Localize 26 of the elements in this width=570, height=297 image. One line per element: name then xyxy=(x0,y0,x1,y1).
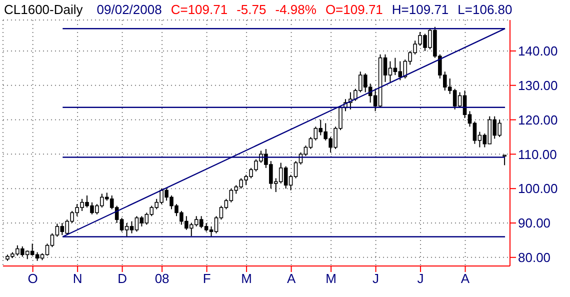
x-tick-label: F xyxy=(202,271,211,286)
text: H=109.71 xyxy=(392,2,449,17)
x-tick-label: M xyxy=(326,271,336,286)
y-tick-label: 130.00 xyxy=(518,78,558,93)
x-tick-label: N xyxy=(72,271,82,286)
y-tick-label: 90.00 xyxy=(518,216,551,231)
x-tick-label: 08 xyxy=(154,271,170,286)
chart-subtitle: 09/02/2008 xyxy=(96,2,162,17)
x-tick-label: D xyxy=(118,271,127,286)
chart-title: CL1600-Daily xyxy=(4,2,83,17)
y-tick-label: 80.00 xyxy=(518,250,551,266)
x-tick-label: M xyxy=(241,271,252,286)
text: O=109.71 xyxy=(325,2,383,17)
x-tick-label: A xyxy=(460,271,470,286)
x-tick-label: A xyxy=(286,271,296,286)
x-tick-label: J xyxy=(372,271,380,286)
x-tick-label: O xyxy=(28,271,38,286)
text: L=106.80 xyxy=(458,2,512,17)
y-tick-label: 140.00 xyxy=(518,44,558,59)
text: -5.75 xyxy=(236,2,266,17)
x-tick-label: J xyxy=(417,271,424,286)
y-tick-label: 120.00 xyxy=(518,112,558,128)
y-tick-label: 110.00 xyxy=(518,146,557,162)
y-tick-label: 100.00 xyxy=(518,181,558,196)
text: C=109.71 xyxy=(170,2,228,17)
text: -4.98% xyxy=(275,2,316,17)
